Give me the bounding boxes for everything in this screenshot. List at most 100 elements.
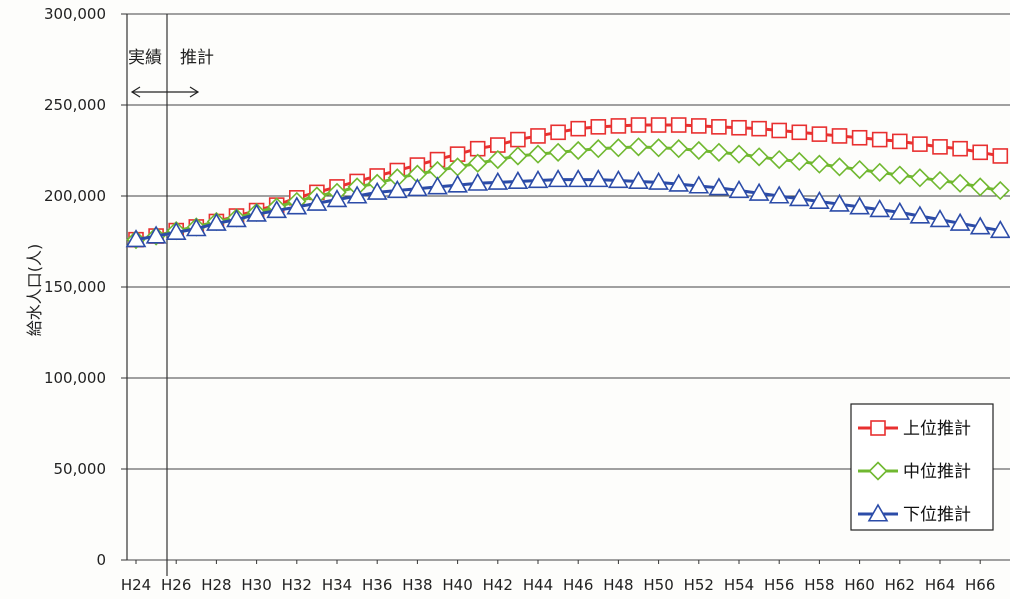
data-point bbox=[891, 133, 908, 150]
data-point bbox=[587, 169, 609, 188]
data-point bbox=[771, 122, 788, 139]
data-point bbox=[530, 128, 546, 144]
x-tick-label: H66 bbox=[965, 576, 995, 594]
data-point bbox=[972, 144, 989, 161]
period-arrow bbox=[130, 86, 200, 98]
data-point bbox=[628, 170, 649, 189]
data-point bbox=[890, 165, 910, 185]
y-tick-label: 300,000 bbox=[44, 5, 106, 23]
series-layer bbox=[125, 117, 1010, 250]
annotation-actual: 実績 bbox=[128, 48, 162, 68]
series-2 bbox=[125, 169, 1010, 248]
data-point bbox=[949, 212, 971, 231]
annotation-forecast: 推計 bbox=[180, 48, 214, 68]
data-point bbox=[992, 148, 1009, 164]
data-point bbox=[768, 185, 790, 204]
x-tick-label: H56 bbox=[764, 576, 794, 594]
x-tick-label: H52 bbox=[684, 576, 714, 594]
y-tick-labels: 0 50,000 100,000 150,000 200,000 250,000 300,0… bbox=[44, 5, 106, 569]
x-tick-label: H38 bbox=[402, 576, 432, 594]
x-tick-label: H54 bbox=[724, 576, 754, 594]
data-point bbox=[731, 119, 747, 136]
legend-label: 中位推計 bbox=[903, 462, 971, 482]
data-point bbox=[929, 209, 951, 228]
data-point bbox=[246, 203, 267, 222]
data-point bbox=[650, 117, 667, 133]
series-line bbox=[135, 123, 1001, 242]
x-tick-labels: H24 H26 H28 H30 H32 H34 H36 H38 H40 H42 H44 H46 H48 H… bbox=[121, 576, 996, 594]
data-point bbox=[266, 199, 288, 219]
data-point bbox=[788, 188, 810, 207]
data-point bbox=[648, 171, 669, 190]
data-point bbox=[510, 131, 526, 148]
data-point bbox=[165, 221, 187, 240]
data-point bbox=[547, 169, 569, 188]
data-point bbox=[206, 212, 227, 231]
data-point bbox=[849, 159, 870, 180]
data-point bbox=[729, 144, 749, 164]
data-point bbox=[849, 196, 870, 215]
x-tick-label: H60 bbox=[844, 576, 874, 594]
data-point bbox=[469, 140, 486, 157]
data-point bbox=[226, 209, 247, 228]
legend-swatch-marker bbox=[867, 503, 889, 522]
legend-item: 上位推計 bbox=[858, 419, 971, 439]
data-point bbox=[610, 118, 627, 134]
data-point bbox=[286, 196, 308, 215]
data-point bbox=[507, 170, 529, 189]
data-point bbox=[769, 149, 789, 170]
gridlines bbox=[121, 13, 1010, 564]
y-tick-label: 100,000 bbox=[44, 369, 106, 387]
legend-label: 下位推計 bbox=[903, 505, 971, 525]
data-point bbox=[989, 219, 1010, 239]
data-point bbox=[467, 172, 489, 191]
data-point bbox=[590, 119, 607, 135]
data-point bbox=[851, 129, 868, 146]
data-point bbox=[568, 140, 588, 161]
data-point bbox=[386, 179, 408, 199]
x-tick-label: H50 bbox=[643, 576, 673, 594]
y-tick-label: 150,000 bbox=[44, 278, 106, 296]
data-point bbox=[628, 137, 649, 157]
data-point bbox=[990, 180, 1010, 201]
data-point bbox=[669, 139, 689, 159]
data-point bbox=[366, 181, 388, 200]
data-point bbox=[829, 157, 850, 177]
data-point bbox=[970, 177, 990, 197]
data-point bbox=[870, 162, 890, 182]
x-tick-label: H62 bbox=[885, 576, 915, 594]
data-point bbox=[528, 144, 548, 164]
y-tick-label: 50,000 bbox=[54, 460, 107, 478]
x-tick-label: H48 bbox=[603, 576, 633, 594]
data-point bbox=[346, 185, 368, 204]
x-tick-label: H26 bbox=[161, 576, 191, 594]
data-point bbox=[829, 193, 850, 212]
x-tick-label: H36 bbox=[362, 576, 392, 594]
y-tick-label: 250,000 bbox=[44, 96, 106, 114]
x-tick-label: H44 bbox=[523, 576, 553, 594]
data-point bbox=[185, 218, 207, 237]
x-tick-label: H40 bbox=[442, 576, 472, 594]
x-tick-label: H46 bbox=[563, 576, 593, 594]
data-point bbox=[690, 118, 707, 134]
data-point bbox=[869, 199, 891, 218]
data-point bbox=[630, 117, 647, 133]
data-point bbox=[306, 192, 328, 211]
data-point bbox=[689, 140, 709, 161]
data-point bbox=[889, 201, 911, 220]
data-point bbox=[648, 138, 669, 158]
data-point bbox=[809, 154, 830, 174]
data-point bbox=[608, 138, 629, 158]
data-point bbox=[550, 124, 566, 141]
data-point bbox=[407, 178, 428, 197]
data-point bbox=[488, 149, 508, 170]
data-point bbox=[670, 117, 687, 133]
data-point bbox=[668, 173, 690, 192]
data-point bbox=[912, 136, 928, 152]
data-point bbox=[508, 146, 528, 166]
data-point bbox=[548, 142, 568, 162]
x-tick-label: H64 bbox=[925, 576, 955, 594]
data-point bbox=[789, 151, 809, 172]
